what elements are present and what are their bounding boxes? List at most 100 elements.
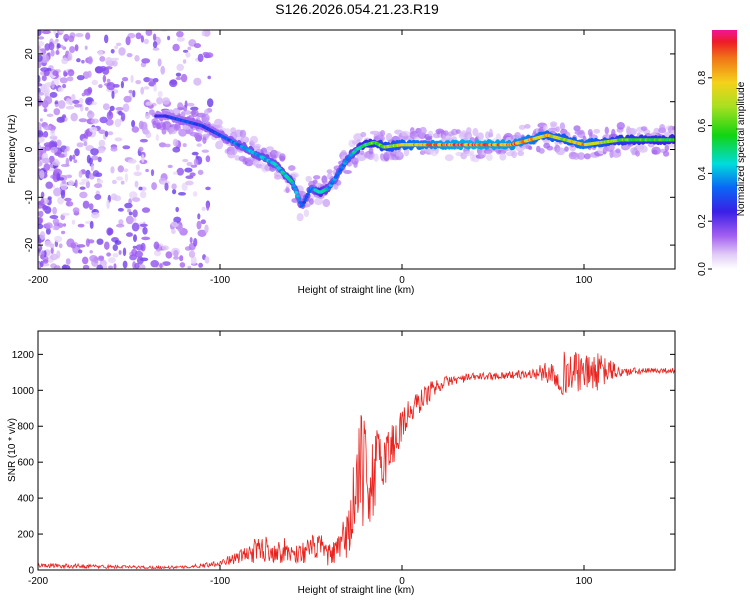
heatmap-noise-blob — [122, 77, 129, 82]
heatmap-noise-blob — [126, 232, 133, 237]
heatmap-halo-blob — [488, 128, 493, 138]
heatmap-noise-blob — [150, 169, 155, 177]
heatmap-noise-blob — [186, 161, 193, 167]
heatmap-noise-blob — [52, 225, 60, 231]
heatmap-noise-blob — [124, 173, 128, 183]
heatmap-noise-blob — [117, 165, 125, 173]
heatmap-noise-blob — [61, 114, 67, 119]
heatmap-halo-blob — [313, 175, 321, 180]
heatmap-noise-blob — [38, 36, 45, 40]
heatmap-noise-blob — [76, 244, 86, 248]
heatmap-halo-blob — [511, 150, 518, 159]
heatmap-noise-blob — [141, 236, 151, 241]
heatmap-noise-blob — [145, 101, 153, 106]
heatmap-halo-blob — [385, 132, 393, 142]
heatmap-noise-blob — [204, 256, 210, 264]
heatmap-noise-blob — [61, 230, 66, 235]
heatmap-halo-blob — [240, 136, 250, 144]
heatmap-halo-blob — [472, 128, 479, 137]
heatmap-noise-blob — [175, 72, 182, 77]
heatmap-noise-blob — [182, 143, 187, 148]
heatmap-halo-blob — [616, 122, 625, 130]
heatmap-noise-blob — [118, 219, 124, 226]
heatmap-halo-blob — [466, 127, 472, 135]
heatmap-noise-blob — [139, 138, 148, 143]
heatmap-noise-blob — [167, 164, 173, 169]
heatmap-noise-blob — [162, 261, 171, 266]
heatmap-noise-blob — [54, 101, 58, 105]
heatmap-halo-blob — [443, 130, 449, 136]
heatmap-noise-blob — [204, 224, 209, 233]
heatmap-halo-blob — [308, 198, 314, 205]
heatmap-noise-blob — [38, 136, 45, 143]
heatmap-noise-blob — [64, 148, 68, 158]
heatmap-noise-blob — [138, 186, 143, 191]
heatmap-noise-blob — [123, 168, 129, 173]
heatmap-noise-blob — [91, 211, 100, 219]
heatmap-halo-blob — [524, 124, 531, 129]
heatmap-halo-blob — [224, 128, 231, 136]
heatmap-noise-blob — [69, 155, 73, 162]
heatmap-halo-blob — [577, 130, 586, 139]
colorbar-ticks: 0.0 0.2 0.4 0.6 0.8 — [697, 70, 712, 276]
heatmap-noise-blob — [180, 73, 188, 83]
heatmap-noise-blob — [129, 254, 138, 261]
heatmap-noise-blob — [96, 264, 103, 269]
heatmap-noise-blob — [134, 250, 143, 258]
heatmap-noise-blob — [87, 56, 93, 65]
heatmap-noise-blob — [132, 209, 138, 218]
heatmap-noise-blob — [57, 177, 65, 181]
heatmap-halo-blob — [577, 152, 585, 160]
colorbar: 0.0 0.2 0.4 0.6 0.8 Normalized spectral ampl… — [697, 30, 747, 276]
heatmap-noise-blob — [67, 69, 75, 77]
heatmap-noise-blob — [159, 263, 163, 269]
heatmap-halo-blob — [326, 169, 333, 174]
heatmap-noise-blob — [50, 247, 54, 254]
heatmap-noise-blob — [57, 100, 66, 109]
colorbar-tick-label: 0.0 — [697, 262, 708, 276]
heatmap-noise-blob — [90, 163, 94, 172]
heatmap-noise-blob — [98, 84, 103, 89]
heatmap-noise-blob — [40, 191, 45, 199]
heatmap-noise-blob — [104, 130, 109, 137]
heatmap-ridge-core — [304, 195, 309, 199]
heatmap-noise-blob — [54, 235, 62, 243]
heatmap-noise-blob — [50, 253, 59, 261]
heatmap-halo-blob — [444, 154, 454, 162]
heatmap-noise-blob — [160, 65, 165, 75]
heatmap-halo-blob — [636, 144, 647, 152]
heatmap-noise-blob — [39, 231, 46, 240]
heatmap-noise-blob — [97, 156, 102, 163]
heatmap-noise-blob — [55, 50, 60, 55]
heatmap-noise-blob — [196, 143, 202, 147]
heatmap-noise-blob — [128, 198, 132, 205]
heatmap-halo-blob — [286, 183, 291, 188]
heatmap-noise-blob — [178, 192, 186, 196]
heatmap-halo-blob — [254, 143, 261, 149]
heatmap-halo-blob — [177, 102, 184, 110]
heatmap-noise-blob — [112, 244, 119, 252]
heatmap-noise-blob — [78, 118, 88, 123]
heatmap-noise-blob — [59, 77, 68, 84]
heatmap-noise-blob — [155, 134, 159, 141]
heatmap-noise-blob — [190, 164, 198, 168]
heatmap-noise-blob — [79, 191, 88, 199]
heatmap-noise-blob — [111, 90, 115, 100]
heatmap-noise-blob — [107, 131, 114, 136]
x-tick-label: -100 — [210, 576, 230, 587]
heatmap-noise-blob — [71, 94, 76, 101]
heatmap-noise-blob — [153, 84, 157, 92]
heatmap-noise-blob — [92, 170, 100, 177]
heatmap-noise-blob — [38, 30, 42, 36]
heatmap-halo-blob — [477, 132, 484, 140]
heatmap-halo-blob — [651, 146, 661, 155]
heatmap-noise-blob — [68, 98, 73, 106]
heatmap-noise-blob — [77, 223, 85, 228]
heatmap-noise-blob — [113, 195, 122, 202]
heatmap-halo-blob — [214, 118, 223, 127]
heatmap-noise-blob — [47, 196, 52, 200]
snr-panel: -200 -100 0 100 0 200 400 600 800 1000 1200 Heigh… — [7, 330, 676, 596]
heatmap-noise-blob — [89, 220, 94, 229]
heatmap-noise-blob — [201, 149, 209, 153]
